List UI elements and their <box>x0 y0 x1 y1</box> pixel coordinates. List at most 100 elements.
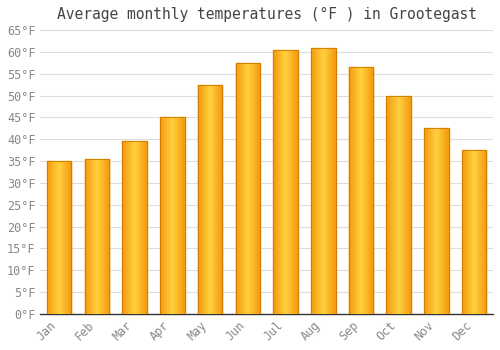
Bar <box>278 50 279 314</box>
Bar <box>313 48 314 314</box>
Bar <box>353 67 354 314</box>
Bar <box>146 141 147 314</box>
Bar <box>274 50 298 314</box>
Bar <box>356 67 358 314</box>
Bar <box>207 85 208 314</box>
Bar <box>328 48 329 314</box>
Bar <box>123 141 124 314</box>
Bar <box>102 159 103 314</box>
Bar <box>314 48 316 314</box>
Bar <box>122 141 147 314</box>
Bar <box>130 141 131 314</box>
Bar <box>389 96 390 314</box>
Bar <box>479 150 480 314</box>
Bar <box>276 50 277 314</box>
Bar <box>84 159 86 314</box>
Bar <box>248 63 249 314</box>
Bar <box>69 161 70 314</box>
Bar <box>125 141 126 314</box>
Bar <box>473 150 474 314</box>
Bar <box>170 117 171 314</box>
Bar <box>68 161 69 314</box>
Bar <box>90 159 91 314</box>
Bar <box>296 50 297 314</box>
Bar <box>236 63 260 314</box>
Bar <box>386 96 411 314</box>
Bar <box>172 117 173 314</box>
Bar <box>391 96 392 314</box>
Bar <box>318 48 319 314</box>
Bar <box>86 159 87 314</box>
Bar <box>282 50 283 314</box>
Bar <box>166 117 167 314</box>
Bar <box>254 63 255 314</box>
Bar <box>182 117 183 314</box>
Bar <box>287 50 288 314</box>
Bar <box>134 141 135 314</box>
Bar <box>327 48 328 314</box>
Bar <box>463 150 464 314</box>
Bar <box>462 150 463 314</box>
Bar <box>334 48 335 314</box>
Bar <box>447 128 448 314</box>
Bar <box>359 67 360 314</box>
Bar <box>425 128 426 314</box>
Bar <box>256 63 257 314</box>
Bar <box>331 48 332 314</box>
Bar <box>242 63 243 314</box>
Bar <box>317 48 318 314</box>
Bar <box>283 50 284 314</box>
Bar <box>280 50 281 314</box>
Bar <box>435 128 436 314</box>
Bar <box>93 159 94 314</box>
Bar <box>138 141 139 314</box>
Bar <box>97 159 98 314</box>
Bar <box>326 48 327 314</box>
Bar <box>462 150 486 314</box>
Bar <box>430 128 431 314</box>
Bar <box>431 128 432 314</box>
Bar <box>216 85 217 314</box>
Bar <box>61 161 62 314</box>
Bar <box>51 161 52 314</box>
Bar <box>406 96 408 314</box>
Bar <box>288 50 289 314</box>
Bar <box>446 128 447 314</box>
Bar <box>439 128 440 314</box>
Bar <box>290 50 291 314</box>
Bar <box>257 63 258 314</box>
Bar <box>59 161 60 314</box>
Bar <box>122 141 123 314</box>
Bar <box>259 63 260 314</box>
Bar <box>394 96 395 314</box>
Bar <box>108 159 109 314</box>
Bar <box>393 96 394 314</box>
Bar <box>208 85 209 314</box>
Bar <box>67 161 68 314</box>
Bar <box>141 141 142 314</box>
Bar <box>48 161 50 314</box>
Bar <box>180 117 181 314</box>
Bar <box>476 150 478 314</box>
Bar <box>87 159 88 314</box>
Bar <box>206 85 207 314</box>
Bar <box>424 128 448 314</box>
Bar <box>55 161 56 314</box>
Bar <box>53 161 54 314</box>
Bar <box>215 85 216 314</box>
Bar <box>438 128 439 314</box>
Bar <box>332 48 333 314</box>
Bar <box>322 48 324 314</box>
Bar <box>366 67 367 314</box>
Bar <box>160 117 184 314</box>
Bar <box>165 117 166 314</box>
Bar <box>135 141 136 314</box>
Bar <box>214 85 215 314</box>
Bar <box>88 159 89 314</box>
Bar <box>360 67 361 314</box>
Bar <box>164 117 165 314</box>
Bar <box>369 67 370 314</box>
Bar <box>133 141 134 314</box>
Bar <box>258 63 259 314</box>
Bar <box>183 117 184 314</box>
